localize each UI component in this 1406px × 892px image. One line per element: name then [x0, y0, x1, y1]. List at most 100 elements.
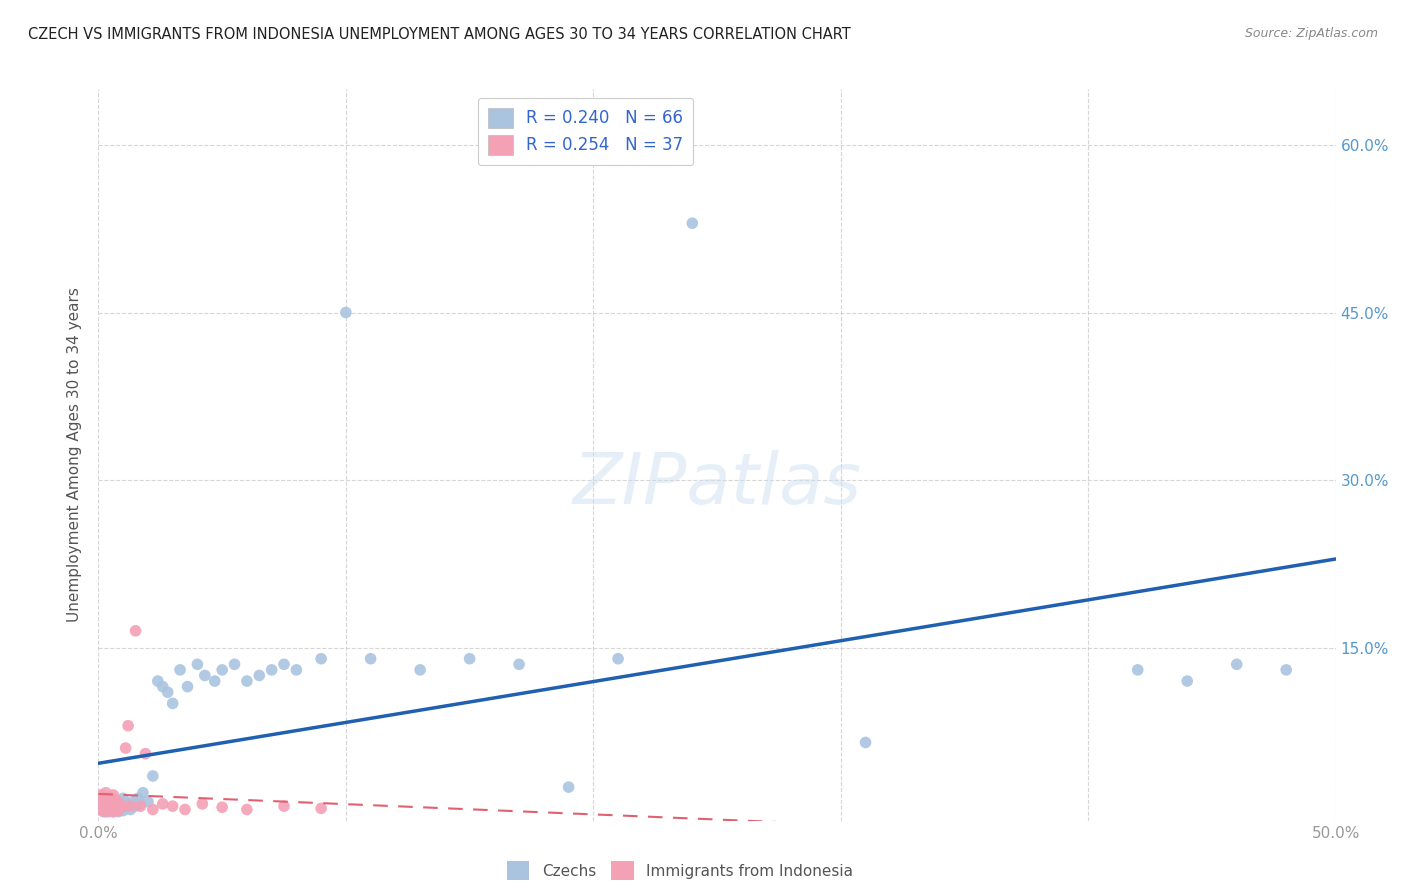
- Point: [156, 685, 179, 699]
- Point: [104, 804, 127, 818]
- Point: [93, 799, 115, 814]
- Point: [112, 791, 135, 805]
- Point: [90, 802, 112, 816]
- Point: [93, 791, 115, 805]
- Point: [176, 680, 198, 694]
- Point: [107, 805, 129, 819]
- Point: [273, 799, 295, 814]
- Point: [129, 797, 152, 811]
- Point: [103, 805, 125, 819]
- Point: [104, 802, 127, 816]
- Point: [97, 797, 120, 811]
- Point: [103, 788, 125, 802]
- Point: [103, 805, 125, 819]
- Text: Source: ZipAtlas.com: Source: ZipAtlas.com: [1244, 27, 1378, 40]
- Point: [100, 804, 122, 818]
- Point: [94, 791, 117, 805]
- Point: [607, 651, 630, 665]
- Point: [97, 805, 120, 819]
- Text: CZECH VS IMMIGRANTS FROM INDONESIA UNEMPLOYMENT AMONG AGES 30 TO 34 YEARS CORREL: CZECH VS IMMIGRANTS FROM INDONESIA UNEMP…: [28, 27, 851, 42]
- Point: [94, 805, 117, 819]
- Point: [211, 663, 233, 677]
- Point: [90, 797, 112, 811]
- Point: [93, 805, 115, 819]
- Point: [112, 804, 135, 818]
- Point: [94, 795, 117, 809]
- Point: [90, 788, 112, 802]
- Point: [458, 651, 481, 665]
- Point: [117, 719, 139, 733]
- Point: [97, 797, 120, 811]
- Point: [110, 800, 132, 814]
- Point: [681, 216, 703, 230]
- Point: [124, 799, 146, 814]
- Point: [360, 651, 382, 665]
- Point: [132, 786, 155, 800]
- Point: [169, 663, 191, 677]
- Point: [152, 680, 174, 694]
- Point: [120, 799, 142, 814]
- Point: [855, 735, 877, 749]
- Point: [236, 674, 259, 689]
- Point: [174, 802, 197, 816]
- Point: [107, 795, 129, 809]
- Point: [117, 797, 139, 811]
- Point: [110, 802, 132, 816]
- Text: ZIPatlas: ZIPatlas: [572, 450, 862, 518]
- Point: [1175, 674, 1198, 689]
- Point: [211, 800, 233, 814]
- Point: [114, 741, 136, 756]
- Point: [236, 802, 259, 816]
- Point: [94, 799, 117, 814]
- Point: [1275, 663, 1298, 677]
- Point: [120, 802, 142, 816]
- Point: [122, 795, 145, 809]
- Point: [285, 663, 308, 677]
- Point: [309, 651, 332, 665]
- Point: [103, 795, 125, 809]
- Point: [94, 786, 117, 800]
- Point: [1226, 657, 1249, 672]
- Point: [104, 792, 127, 806]
- Point: [146, 674, 169, 689]
- Point: [191, 797, 214, 811]
- Point: [97, 802, 120, 816]
- Point: [100, 804, 122, 818]
- Point: [100, 791, 122, 805]
- Point: [247, 668, 270, 682]
- Point: [557, 780, 579, 794]
- Point: [93, 795, 115, 809]
- Point: [90, 802, 112, 816]
- Point: [162, 697, 184, 711]
- Point: [142, 769, 165, 783]
- Point: [107, 804, 129, 818]
- Point: [1126, 663, 1149, 677]
- Legend: Czechs, Immigrants from Indonesia: Czechs, Immigrants from Indonesia: [501, 855, 859, 886]
- Point: [112, 799, 135, 814]
- Point: [335, 305, 357, 319]
- Point: [136, 795, 159, 809]
- Y-axis label: Unemployment Among Ages 30 to 34 years: Unemployment Among Ages 30 to 34 years: [67, 287, 83, 623]
- Point: [104, 797, 127, 811]
- Point: [309, 801, 332, 815]
- Point: [104, 799, 127, 814]
- Point: [114, 799, 136, 814]
- Point: [508, 657, 530, 672]
- Point: [409, 663, 432, 677]
- Point: [224, 657, 246, 672]
- Point: [103, 800, 125, 814]
- Point: [100, 799, 122, 814]
- Point: [93, 804, 115, 818]
- Point: [162, 799, 184, 814]
- Point: [134, 747, 156, 761]
- Point: [127, 791, 149, 805]
- Point: [186, 657, 208, 672]
- Point: [124, 624, 146, 638]
- Point: [110, 795, 132, 809]
- Point: [90, 797, 112, 811]
- Point: [260, 663, 283, 677]
- Point: [152, 797, 174, 811]
- Point: [100, 799, 122, 814]
- Point: [273, 657, 295, 672]
- Point: [100, 791, 122, 805]
